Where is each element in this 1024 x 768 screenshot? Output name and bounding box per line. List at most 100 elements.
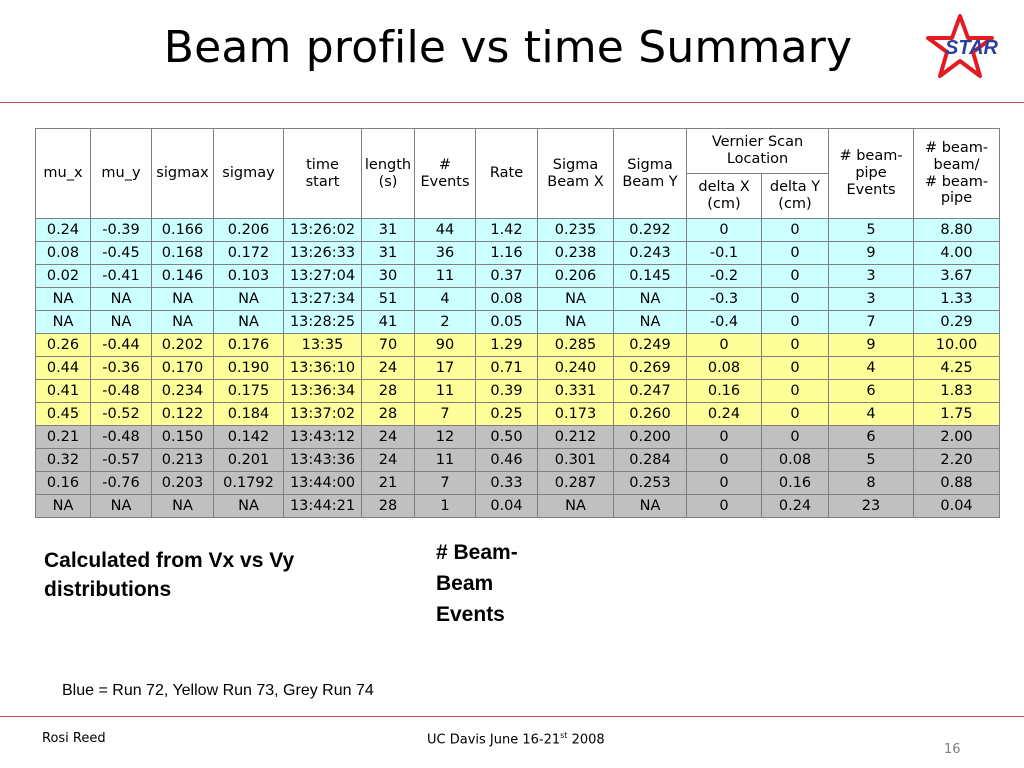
star-logo-shape [926, 14, 994, 78]
cell-delta-x: 0.16 [686, 379, 762, 403]
cell-mu-y: -0.48 [90, 379, 152, 403]
cell-mu-y: -0.76 [90, 471, 152, 495]
footer-author: Rosi Reed [42, 731, 106, 746]
table-row: 0.44 -0.36 0.170 0.190 13:36:10 24 17 0.71 0.240… [35, 356, 1001, 380]
cell-sigma-beam-x: NA [537, 494, 614, 518]
cell-rate: 0.39 [475, 379, 538, 403]
cell-delta-x: -0.3 [686, 287, 762, 311]
cell-time-start: 13:36:10 [283, 356, 362, 380]
cell-sigma-beam-x: 0.173 [537, 402, 614, 426]
cell-sigmax: 0.122 [151, 402, 214, 426]
run-color-legend: Blue = Run 72, Yellow Run 73, Grey Run 7… [62, 682, 374, 699]
cell-sigmay: 0.201 [213, 448, 284, 472]
footer-event-prefix: UC Davis June 16-21 [427, 732, 561, 748]
cell-sigmay: NA [213, 287, 284, 311]
cell-mu-x: 0.08 [35, 241, 91, 265]
cell-rate: 0.04 [475, 494, 538, 518]
cell-beam-beam-ratio: 1.75 [913, 402, 1001, 426]
cell-length: 31 [361, 218, 415, 242]
header-events: # Events [414, 128, 476, 219]
table-row: 0.16 -0.76 0.203 0.1792 13:44:00 21 7 0.33 0.287… [35, 471, 1001, 495]
cell-mu-y: NA [90, 494, 152, 518]
cell-mu-x: 0.26 [35, 333, 91, 357]
cell-events: 11 [414, 448, 476, 472]
cell-events: 11 [414, 264, 476, 288]
footer-divider [0, 716, 1024, 717]
cell-time-start: 13:27:04 [283, 264, 362, 288]
cell-sigma-beam-y: 0.249 [613, 333, 687, 357]
cell-sigmax: 0.170 [151, 356, 214, 380]
cell-rate: 0.71 [475, 356, 538, 380]
cell-events: 36 [414, 241, 476, 265]
cell-sigma-beam-x: 0.331 [537, 379, 614, 403]
cell-mu-x: 0.21 [35, 425, 91, 449]
cell-mu-x: 0.16 [35, 471, 91, 495]
header-sigmax: sigmax [151, 128, 214, 219]
cell-time-start: 13:26:33 [283, 241, 362, 265]
cell-delta-y: 0 [760, 218, 830, 242]
cell-beam-beam-ratio: 3.67 [913, 264, 1001, 288]
table-body: 0.24 -0.39 0.166 0.206 13:26:02 31 44 1.42 0.235… [35, 218, 1001, 518]
cell-length: 51 [361, 287, 415, 311]
cell-sigma-beam-y: 0.269 [613, 356, 687, 380]
slide-title: Beam profile vs time Summary [163, 22, 853, 73]
cell-events: 44 [414, 218, 476, 242]
cell-beam-beam-ratio: 0.88 [913, 471, 1001, 495]
footer-event-suffix: 2008 [567, 732, 605, 748]
cell-beam-pipe-events: 4 [828, 356, 915, 380]
cell-sigma-beam-y: NA [613, 494, 687, 518]
cell-sigma-beam-x: NA [537, 287, 614, 311]
cell-rate: 0.46 [475, 448, 538, 472]
cell-length: 28 [361, 494, 415, 518]
cell-delta-x: 0.08 [686, 356, 762, 380]
cell-beam-beam-ratio: 1.33 [913, 287, 1001, 311]
table-row: NA NA NA NA 13:27:34 51 4 0.08 NA NA -0.3 0 3 1.33 [35, 287, 1001, 311]
cell-sigmay: 0.1792 [213, 471, 284, 495]
cell-delta-x: 0 [686, 425, 762, 449]
cell-beam-pipe-events: 5 [828, 218, 915, 242]
cell-events: 90 [414, 333, 476, 357]
cell-time-start: 13:36:34 [283, 379, 362, 403]
cell-sigma-beam-x: 0.301 [537, 448, 614, 472]
cell-rate: 0.37 [475, 264, 538, 288]
cell-sigmax: 0.202 [151, 333, 214, 357]
cell-sigmay: 0.175 [213, 379, 284, 403]
cell-delta-y: 0 [760, 402, 830, 426]
table-header: mu_x mu_y sigmax sigmay time start length… [35, 128, 1001, 219]
cell-mu-y: -0.45 [90, 241, 152, 265]
cell-beam-pipe-events: 9 [828, 333, 915, 357]
footer-event: UC Davis June 16-21st 2008 [427, 731, 605, 747]
cell-rate: 0.08 [475, 287, 538, 311]
cell-delta-x: 0 [686, 471, 762, 495]
cell-delta-y: 0 [760, 310, 830, 334]
cell-time-start: 13:37:02 [283, 402, 362, 426]
cell-time-start: 13:44:21 [283, 494, 362, 518]
table-row: 0.02 -0.41 0.146 0.103 13:27:04 30 11 0.37 0.206… [35, 264, 1001, 288]
cell-beam-pipe-events: 6 [828, 425, 915, 449]
cell-delta-y: 0 [760, 379, 830, 403]
cell-mu-x: 0.44 [35, 356, 91, 380]
table-row: 0.21 -0.48 0.150 0.142 13:43:12 24 12 0.50 0.212… [35, 425, 1001, 449]
star-logo: STAR [926, 14, 999, 78]
cell-beam-beam-ratio: 0.29 [913, 310, 1001, 334]
cell-events: 12 [414, 425, 476, 449]
cell-delta-x: -0.4 [686, 310, 762, 334]
cell-sigmax: 0.213 [151, 448, 214, 472]
beam-beam-events-note: # Beam-Beam Events [436, 541, 518, 626]
header-beam-pipe-events: # beam-pipe Events [828, 128, 915, 219]
cell-beam-pipe-events: 3 [828, 287, 915, 311]
cell-sigma-beam-x: 0.240 [537, 356, 614, 380]
cell-sigmax: 0.150 [151, 425, 214, 449]
cell-mu-y: -0.48 [90, 425, 152, 449]
cell-delta-x: 0 [686, 218, 762, 242]
cell-sigma-beam-y: 0.243 [613, 241, 687, 265]
cell-delta-x: 0.24 [686, 402, 762, 426]
header-time-start: time start [283, 128, 362, 219]
header-vernier-scan-location: Vernier Scan Location [685, 128, 830, 174]
cell-events: 17 [414, 356, 476, 380]
cell-sigma-beam-x: 0.238 [537, 241, 614, 265]
cell-length: 28 [361, 402, 415, 426]
cell-time-start: 13:44:00 [283, 471, 362, 495]
cell-rate: 0.25 [475, 402, 538, 426]
cell-length: 41 [361, 310, 415, 334]
